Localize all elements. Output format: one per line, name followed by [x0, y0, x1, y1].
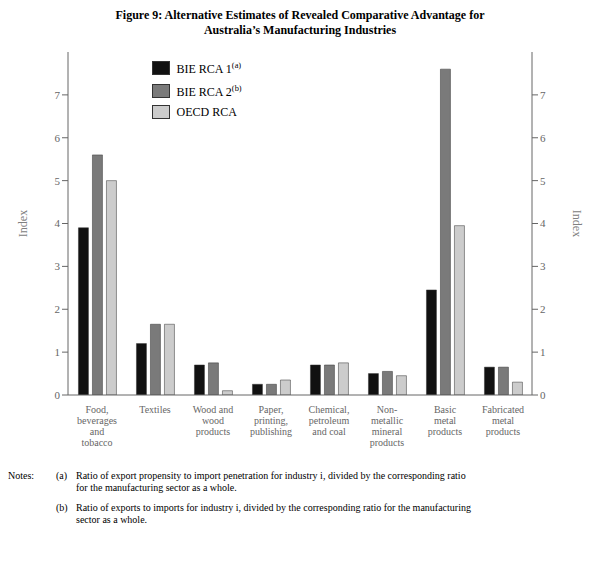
- svg-text:7: 7: [55, 89, 61, 101]
- svg-text:7: 7: [540, 89, 546, 101]
- html-text:Notes:: Notes:: [8, 470, 35, 481]
- html-text:Ratio of exports to imports fo: Ratio of exports to imports for industry…: [76, 502, 471, 525]
- svg-text:Index: Index: [570, 210, 584, 237]
- svg-text:Index: Index: [16, 210, 30, 237]
- svg-text:4: 4: [540, 217, 546, 229]
- svg-text:3: 3: [55, 260, 61, 272]
- html-text:Ratio of export propensity to: Ratio of export propensity to import pen…: [76, 470, 466, 493]
- svg-text:2: 2: [55, 303, 61, 315]
- svg-text:0: 0: [540, 389, 546, 401]
- svg-text:6: 6: [55, 132, 61, 144]
- svg-text:Chemical,petroleumand coal: Chemical,petroleumand coal: [309, 404, 350, 437]
- svg-text:4: 4: [55, 217, 61, 229]
- svg-text:Basicmetalproducts: Basicmetalproducts: [428, 404, 463, 437]
- svg-text:3: 3: [540, 260, 546, 272]
- svg-text:1: 1: [55, 346, 61, 358]
- svg-text:1: 1: [540, 346, 546, 358]
- html-text:(b): (b): [56, 502, 68, 513]
- html-text:Figure 9: Alternative Estimate: Figure 9: Alternative Estimates of Revea…: [115, 8, 485, 22]
- svg-text:0: 0: [55, 389, 61, 401]
- svg-text:Paper,printing,publishing: Paper,printing,publishing: [250, 404, 292, 437]
- svg-text:Non-metallicmineralproducts: Non-metallicmineralproducts: [370, 404, 405, 448]
- svg-text:Textiles: Textiles: [139, 404, 171, 415]
- svg-text:Fabricatedmetalproducts: Fabricatedmetalproducts: [482, 404, 524, 437]
- svg-text:Wood andwoodproducts: Wood andwoodproducts: [193, 404, 234, 437]
- svg-text:Food,beveragesandtobacco: Food,beveragesandtobacco: [77, 404, 117, 448]
- html-text:BIE RCA 2(b): BIE RCA 2(b): [176, 84, 242, 99]
- svg-text:6: 6: [540, 132, 546, 144]
- html-text:(a): (a): [56, 470, 68, 481]
- svg-text:5: 5: [55, 175, 61, 187]
- html-text:Australia’s Manufacturing Indu: Australia’s Manufacturing Industries: [203, 23, 397, 37]
- html-text:BIE RCA 1(a): BIE RCA 1(a): [176, 61, 242, 76]
- svg-text:5: 5: [540, 175, 546, 187]
- svg-text:2: 2: [540, 303, 546, 315]
- html-text:OECD RCA: OECD RCA: [176, 105, 237, 119]
